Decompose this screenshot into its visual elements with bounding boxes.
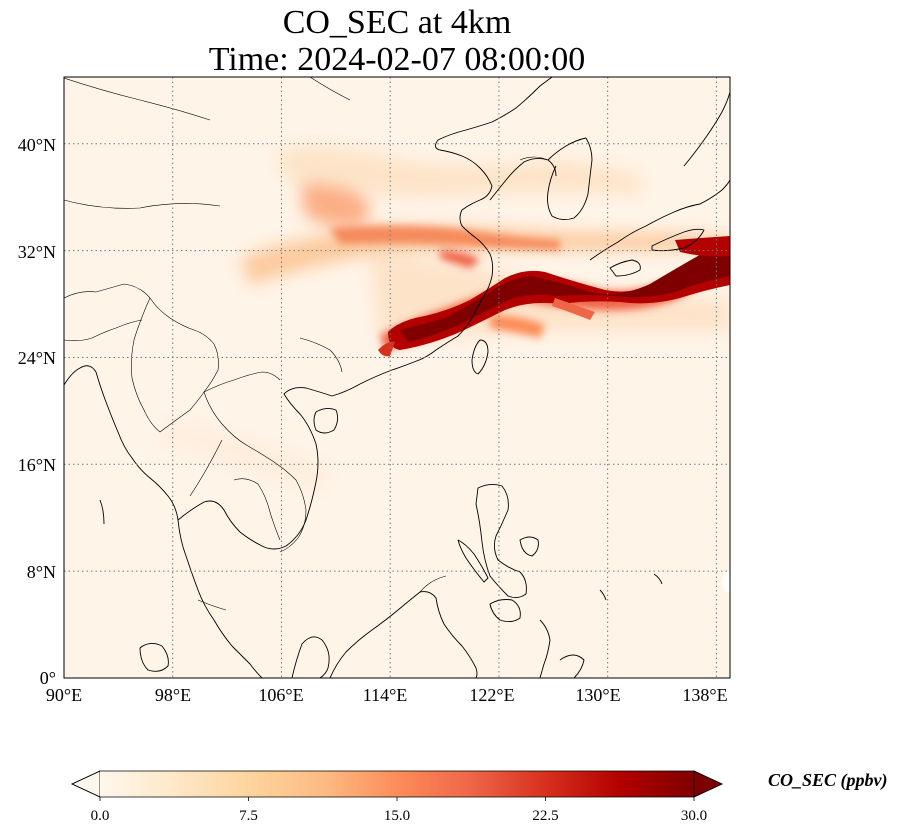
- lon-tick-label: 122°E: [469, 685, 514, 705]
- colorbar-tick-label: 30.0: [681, 808, 707, 824]
- colorbar-extend-min: [71, 770, 101, 798]
- colorbar-tick-label: 22.5: [532, 808, 558, 824]
- gridlines: [64, 77, 730, 678]
- lon-tick-label: 106°E: [258, 685, 303, 705]
- lon-tick-label: 98°E: [155, 685, 191, 705]
- lon-tick-labels: 90°E 98°E 106°E 114°E 122°E 130°E 138°E: [46, 685, 728, 705]
- lon-tick-label: 114°E: [363, 685, 408, 705]
- lon-tick-label: 90°E: [46, 685, 82, 705]
- lon-tick-label: 130°E: [575, 685, 620, 705]
- colorbar-tick-label: 15.0: [384, 808, 410, 824]
- plot-title-line1: CO_SEC at 4km: [282, 4, 512, 41]
- colorbar-label: CO_SEC (ppbv): [768, 770, 888, 790]
- lat-tick-labels: 0° 8°N 16°N 24°N 32°N 40°N: [18, 135, 56, 688]
- colorbar-extend-max: [693, 770, 723, 798]
- co-concentration-field: [160, 146, 730, 592]
- colorbar-tick-label: 7.5: [239, 808, 258, 824]
- lat-tick-label: 32°N: [18, 242, 56, 262]
- colorbar-gradient: [100, 771, 694, 797]
- lat-tick-label: 8°N: [27, 562, 56, 582]
- lat-tick-label: 40°N: [18, 135, 56, 155]
- colorbar-tick-label: 0.0: [91, 808, 110, 824]
- colorbar-ticks: [99, 797, 695, 801]
- lat-tick-label: 24°N: [18, 348, 56, 368]
- lat-tick-label: 16°N: [18, 455, 56, 475]
- plot-title-line2: Time: 2024-02-07 08:00:00: [208, 41, 586, 78]
- colorbar: 0.0 7.5 15.0 22.5 30.0: [71, 770, 723, 824]
- country-borders: [64, 77, 549, 611]
- map-frame: [63, 76, 731, 679]
- lon-tick-label: 138°E: [682, 685, 727, 705]
- lat-tick-label: 0°: [40, 668, 56, 688]
